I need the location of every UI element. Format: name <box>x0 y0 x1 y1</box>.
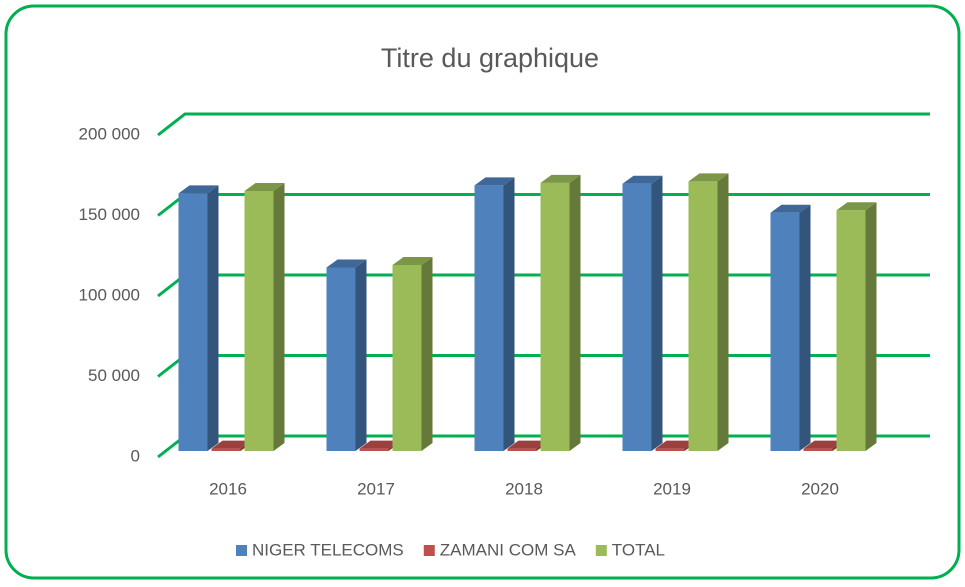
bar-front <box>507 448 537 451</box>
bar-side <box>865 202 877 451</box>
bar-top <box>836 202 877 211</box>
legend-label: NIGER TELECOMS <box>252 540 404 559</box>
bar-side <box>717 173 729 451</box>
bar-side <box>207 185 219 451</box>
y-tick-label: 100 000 <box>79 285 140 304</box>
bar-front <box>392 265 422 451</box>
bar <box>770 204 811 451</box>
y-tick-label: 50 000 <box>88 366 140 385</box>
bar-top <box>688 173 729 182</box>
bar-top <box>507 440 548 449</box>
bar <box>474 177 515 451</box>
bar-front <box>178 193 208 451</box>
bar-side <box>569 174 581 451</box>
bar-side <box>651 175 663 452</box>
bar-side <box>273 182 285 452</box>
grid-line <box>157 112 930 137</box>
bar <box>688 173 729 451</box>
x-tick-label: 2017 <box>357 479 395 498</box>
bar-top <box>770 204 811 213</box>
bar-front <box>540 182 570 451</box>
bar-front <box>474 185 504 451</box>
y-tick-label: 0 <box>131 446 140 465</box>
legend-label: ZAMANI COM SA <box>440 540 577 559</box>
bar-top <box>178 185 219 194</box>
bar-top <box>392 257 433 266</box>
bar-top <box>244 182 285 191</box>
bar-side <box>799 204 811 451</box>
bar-side <box>503 177 515 451</box>
y-tick-label: 200 000 <box>79 124 140 143</box>
bar-front <box>244 190 274 452</box>
bar <box>392 257 433 451</box>
bar-front <box>622 183 652 452</box>
bar-top <box>326 259 367 268</box>
bar-top <box>803 440 844 449</box>
bar-top <box>540 174 581 183</box>
bar-front <box>359 448 389 451</box>
bar-top <box>359 440 400 449</box>
bar-front <box>688 181 718 451</box>
legend-swatch <box>423 545 435 556</box>
bar-side <box>421 257 433 451</box>
chart-title: Titre du graphique <box>381 43 599 73</box>
x-tick-label: 2020 <box>801 479 839 498</box>
bar <box>178 185 219 451</box>
x-tick-label: 2019 <box>653 479 691 498</box>
bar-top <box>211 440 252 449</box>
x-tick-label: 2016 <box>209 479 247 498</box>
bar <box>326 259 367 451</box>
bar-top <box>622 175 663 184</box>
bar-front <box>836 210 866 451</box>
bar <box>622 175 663 452</box>
legend-swatch <box>595 545 607 556</box>
bar-side <box>355 259 367 451</box>
bar-top <box>655 440 696 449</box>
y-tick-label: 150 000 <box>79 205 140 224</box>
bar-front <box>803 448 833 451</box>
bar <box>836 202 877 451</box>
bar-front <box>770 212 800 451</box>
legend-label: TOTAL <box>612 540 665 559</box>
bar <box>540 174 581 451</box>
bar-front <box>326 267 356 451</box>
bar <box>244 182 285 452</box>
x-tick-label: 2018 <box>505 479 543 498</box>
bar-top <box>474 177 515 186</box>
legend-swatch <box>236 545 247 556</box>
bar-front <box>655 448 685 451</box>
bar-front <box>211 448 241 451</box>
